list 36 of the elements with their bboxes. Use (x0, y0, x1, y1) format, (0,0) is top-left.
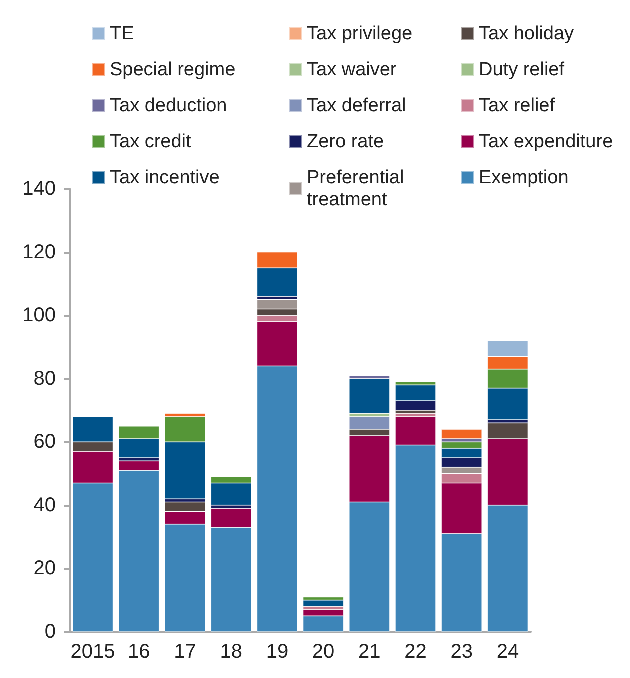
y-tick-label: 80 (34, 368, 56, 390)
bar (442, 429, 482, 439)
x-tick-label: 18 (220, 641, 242, 663)
y-tick-label: 120 (22, 241, 56, 264)
x-tick-label: 22 (404, 641, 427, 663)
x-tick-label: 17 (174, 641, 196, 663)
y-tick-label: 140 (22, 178, 56, 200)
x-tick-label: 24 (496, 641, 520, 663)
legend-label: Tax incentive (110, 168, 220, 188)
legend-label: Tax deduction (110, 96, 228, 116)
y-tick-label: 40 (34, 494, 56, 516)
legend-label: Tax credit (110, 132, 192, 152)
legend-label: Exemption (479, 168, 569, 188)
legend-label: Special regime (110, 60, 236, 80)
legend-label: Preferential treatment (307, 168, 410, 210)
x-tick-label: 19 (266, 641, 289, 663)
x-tick-label: 23 (450, 641, 473, 663)
legend-label: Tax relief (479, 96, 556, 116)
legend-label: Zero rate (307, 132, 384, 152)
legend-label: Tax deferral (307, 96, 406, 116)
x-tick-label: 16 (128, 641, 150, 663)
bar (303, 600, 344, 607)
legend-label: Duty relief (479, 60, 566, 80)
legend-label: Tax expenditure (479, 132, 614, 152)
legend-label: Tax privilege (307, 24, 413, 44)
legend-label: Tax holiday (479, 24, 575, 44)
y-tick-label: 0 (44, 621, 56, 643)
y-tick-label: 20 (34, 558, 56, 580)
x-tick-label: 20 (312, 641, 335, 663)
legend-label: TE (110, 24, 134, 44)
x-tick-label: 2015 (70, 641, 116, 663)
y-tick-label: 60 (34, 431, 56, 454)
y-tick-label: 100 (22, 304, 56, 327)
x-tick-label: 21 (358, 641, 381, 663)
legend-label: Tax waiver (307, 60, 398, 80)
bar (349, 378, 390, 414)
